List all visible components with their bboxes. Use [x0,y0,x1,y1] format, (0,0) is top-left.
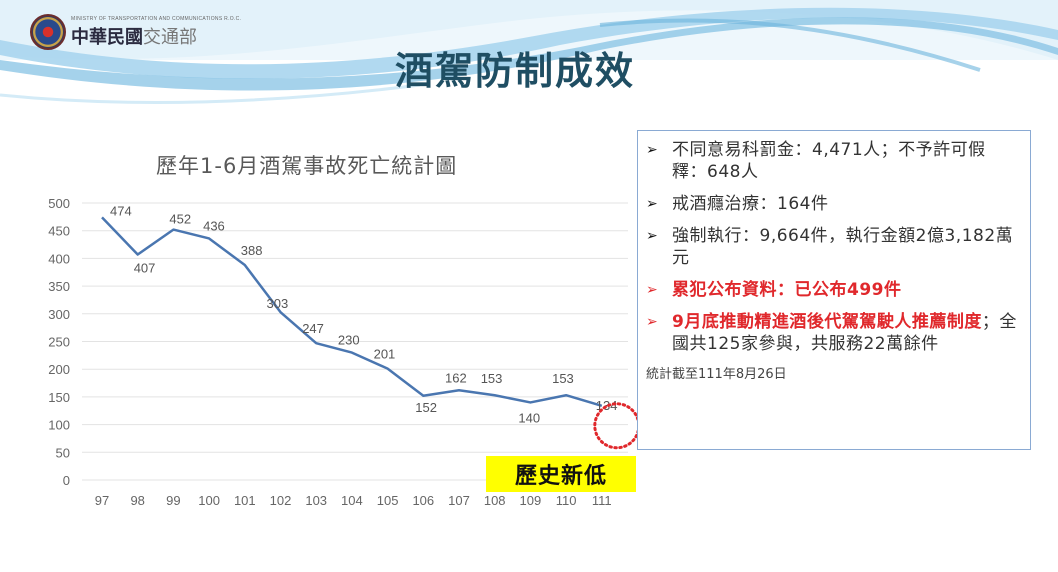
chart-title: 歷年1-6月酒駕事故死亡統計圖 [156,154,458,178]
y-axis-labels: 0 50 100 150 200 250 300 350 400 450 500 [48,196,70,488]
x-tick-label: 105 [377,493,399,508]
arrow-bullet-icon: ➢ [646,228,658,244]
logo-country-text: 中華民國 [71,26,143,48]
y-tick-label: 250 [48,335,70,350]
record-low-badge: 歷史新低 [486,456,636,492]
x-tick-label: 108 [484,493,506,508]
y-tick-label: 100 [48,418,70,433]
arrow-bullet-icon: ➢ [646,314,658,330]
logo-ministry-text: 交通部 [143,26,197,48]
y-tick-label: 350 [48,279,70,294]
x-tick-label: 106 [412,493,434,508]
data-point-label: 452 [169,212,191,227]
data-point-label: 407 [134,261,156,276]
info-panel: ➢ 不同意易科罰金：4,471人；不予許可假釋：648人 ➢ 戒酒癮治療：164… [637,130,1031,450]
x-tick-label: 107 [448,493,470,508]
data-point-label: 201 [374,347,396,362]
x-tick-label: 109 [520,493,542,508]
y-tick-label: 400 [48,251,70,266]
y-tick-label: 450 [48,224,70,239]
x-tick-label: 100 [198,493,220,508]
data-point-label: 247 [302,321,324,336]
x-tick-label: 99 [166,493,180,508]
x-tick-label: 101 [234,493,256,508]
x-tick-label: 111 [592,493,612,508]
y-tick-label: 500 [48,196,70,211]
fatalities-line [101,216,603,407]
data-point-label: 153 [552,371,574,386]
data-point-label: 303 [267,296,289,311]
info-item-enforcement: ➢ 強制執行：9,664件，執行金額2億3,182萬元 [646,226,1014,268]
x-tick-label: 98 [130,493,144,508]
data-point-label: 153 [481,371,503,386]
y-tick-label: 150 [48,390,70,405]
header-swoosh-background [0,0,1058,104]
x-tick-label: 97 [95,493,109,508]
info-item-treatment: ➢ 戒酒癮治療：164件 [646,194,829,214]
data-point-label: 474 [110,203,132,218]
data-point-label: 388 [241,243,263,258]
data-point-label: 162 [445,370,467,385]
ministry-emblem-icon [30,14,66,50]
data-point-label: 436 [203,218,225,233]
arrow-bullet-icon: ➢ [646,142,658,158]
x-axis-labels: 97 98 99 100 101 102 103 104 105 106 107 108 109 110 1… [95,493,612,508]
y-tick-label: 300 [48,307,70,322]
info-item-repeat-offenders: ➢ 累犯公布資料：已公布499件 [646,280,902,300]
data-point-label: 140 [518,410,540,425]
ministry-logo: MINISTRY OF TRANSPORTATION AND COMMUNICA… [30,14,241,50]
arrow-bullet-icon: ➢ [646,282,658,298]
info-item-fine: ➢ 不同意易科罰金：4,471人；不予許可假釋：648人 [646,140,986,182]
page-title: 酒駕防制成效 [395,49,636,93]
y-tick-label: 0 [63,473,70,488]
logo-english-text: MINISTRY OF TRANSPORTATION AND COMMUNICA… [71,15,242,22]
x-tick-label: 110 [556,493,577,508]
y-tick-label: 50 [56,445,70,460]
x-tick-label: 104 [341,493,363,508]
arrow-bullet-icon: ➢ [646,196,658,212]
x-tick-label: 103 [305,493,327,508]
data-point-label: 152 [415,400,437,415]
info-item-designated-driver: ➢ 9月底推動精進酒後代駕駕駛人推薦制度；全國共125家參與，共服務22萬餘件 [646,312,1017,354]
x-tick-label: 102 [270,493,292,508]
data-point-label: 230 [338,333,360,348]
y-tick-label: 200 [48,362,70,377]
data-point-labels: 474 407 452 436 388 303 247 230 201 152 162 153 140 1… [110,203,618,425]
stats-date-note: 統計截至111年8月26日 [646,367,787,382]
